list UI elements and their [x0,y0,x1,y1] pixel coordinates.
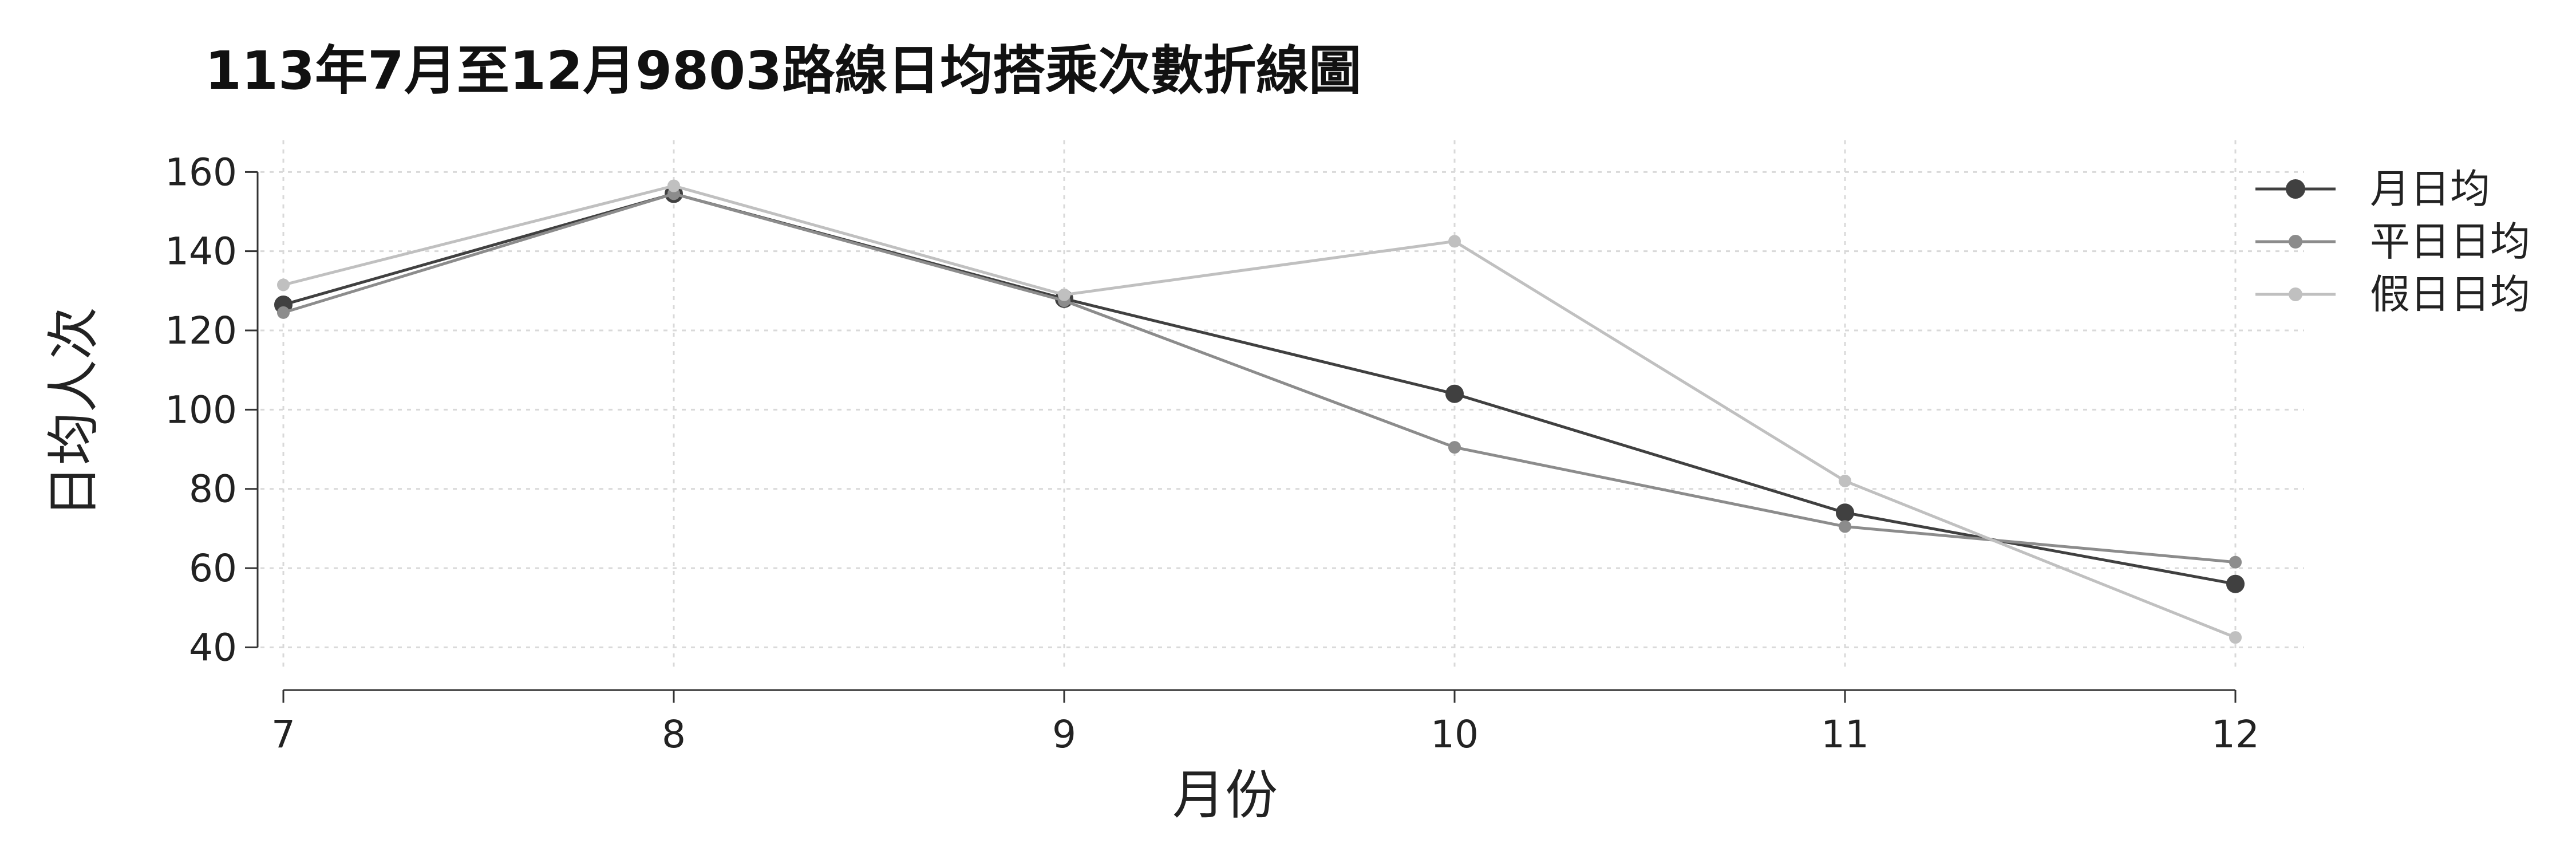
series-3 [277,179,2242,644]
y-axis-label: 日均人次 [43,307,104,518]
data-point [277,278,290,291]
x-axis-label: 月份 [1172,765,1278,826]
legend-entry: 平日日均 [2255,218,2530,265]
data-point [1448,441,1461,454]
data-point [1839,474,1851,487]
axes [256,172,2235,691]
legend-label: 假日日均 [2370,271,2530,318]
data-point [277,306,290,319]
legend-entry: 假日日均 [2255,271,2530,318]
series-lines [274,179,2245,644]
y-tick-label: 80 [189,467,237,511]
legend-marker [2289,235,2302,249]
y-tick-label: 100 [165,388,237,432]
data-point [1839,520,1851,533]
data-point [1445,384,1464,403]
data-point [2226,574,2245,593]
legend-marker [2289,287,2302,301]
y-tick-label: 40 [189,625,237,669]
x-tick-label: 10 [1431,712,1479,756]
series-1 [274,184,2245,593]
data-point [2229,555,2242,569]
y-tick-label: 140 [165,230,237,274]
y-tick-label: 60 [189,546,237,590]
x-tick-label: 11 [1821,712,1869,756]
y-tick-label: 120 [165,309,237,353]
grid [260,140,2304,667]
legend-marker [2286,179,2305,199]
x-tick-label: 12 [2211,712,2259,756]
legend-label: 月日均 [2370,166,2490,212]
series-line [283,184,2236,639]
series-2 [277,187,2242,569]
data-point [667,179,680,192]
series-line [283,192,2236,586]
data-point [1836,503,1854,522]
tick-labels: 7 8 9 10 11 12 40 60 80 100 120 140 160 [165,150,2259,756]
chart-title: 113年7月至12月9803路線日均搭乘次數折線圖 [205,40,1361,101]
x-tick-label: 9 [1052,712,1076,756]
data-point [1058,288,1070,301]
y-tick-label: 160 [165,150,237,194]
x-tick-label: 8 [662,712,686,756]
legend-entry: 月日均 [2255,166,2490,212]
data-point [2229,631,2242,644]
legend-label: 平日日均 [2370,218,2530,265]
series-line [283,192,2236,564]
data-point [1448,235,1461,248]
x-tick-label: 7 [271,712,295,756]
